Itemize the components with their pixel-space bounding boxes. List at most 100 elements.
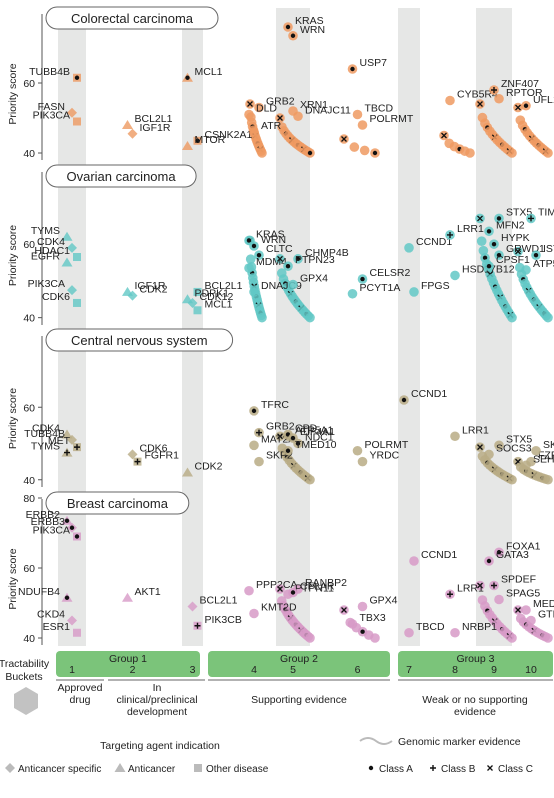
data-point <box>244 263 254 273</box>
gene-label: CDK4 <box>37 236 65 248</box>
gene-label: FGFR1 <box>145 450 180 462</box>
gene-label: HDAC1 <box>34 245 70 257</box>
y-axis-label: Priority score <box>7 63 19 124</box>
gene-label: SPDEF <box>501 574 536 586</box>
gene-label: PIK3CA <box>33 525 70 537</box>
bucket-number: 3 <box>190 664 196 676</box>
gene-label: UFL1 <box>533 94 554 106</box>
tractability-group-box <box>398 651 553 677</box>
gene-label: ATR <box>261 120 282 132</box>
gene-label: IGF1R <box>135 280 166 292</box>
gene-label: FZR1 <box>538 450 554 462</box>
gene-label: TBCD <box>416 621 445 633</box>
class-c-mark <box>515 104 521 111</box>
y-axis-label: Priority score <box>7 388 19 449</box>
gene-label: TFRC <box>261 399 289 411</box>
class-a-mark <box>290 33 296 38</box>
data-point <box>521 605 531 615</box>
data-point <box>507 148 517 158</box>
class-a-mark <box>285 24 291 30</box>
legend-label: Class B <box>441 764 476 775</box>
gene-label: KMT2D <box>261 602 297 614</box>
panel-title: Colorectal carcinoma <box>71 11 194 26</box>
y-tick-label: 40 <box>23 148 35 160</box>
bucket-number: 10 <box>525 664 537 676</box>
data-point <box>359 145 370 156</box>
gene-label: WRN <box>300 24 325 36</box>
class-a-mark <box>290 435 296 441</box>
y-tick-label: 60 <box>23 239 35 251</box>
class-a-mark <box>74 75 80 80</box>
class-c-mark <box>477 444 483 451</box>
class-a-mark <box>486 229 492 234</box>
panel-title-pill <box>45 491 190 515</box>
gene-label: PTPN11 <box>295 582 334 594</box>
gene-label: KRAS <box>295 15 324 27</box>
buckets-label: Buckets <box>5 671 42 683</box>
gene-label: NDUFB4 <box>18 586 60 598</box>
gene-label: DLD <box>256 103 277 115</box>
class-c-mark <box>487 765 493 771</box>
class-b-mark <box>64 449 70 456</box>
gene-label: BCL2L1 <box>200 595 238 607</box>
panel-title: Breast carcinoma <box>67 496 169 511</box>
evidence-label: In <box>153 682 162 694</box>
data-point <box>61 429 73 439</box>
gene-label: LRR1 <box>457 582 484 594</box>
tractability-group-label: Group 1 <box>109 653 147 665</box>
data-point <box>526 615 536 626</box>
class-a-mark <box>496 550 502 555</box>
class-c-mark <box>277 255 283 262</box>
data-point <box>244 585 254 596</box>
tractability-group-label: Group 3 <box>457 653 495 665</box>
data-point <box>305 474 315 485</box>
gene-label: DNAJC11 <box>305 104 351 116</box>
gene-label: CDK6 <box>140 442 168 454</box>
y-tick-label: 60 <box>23 563 35 575</box>
class-c-mark <box>515 248 521 255</box>
class-a-mark <box>523 103 529 108</box>
data-point <box>187 601 198 612</box>
data-point <box>357 456 368 467</box>
bucket-number: 7 <box>406 664 412 676</box>
gene-label: ERBB3 <box>31 516 66 528</box>
gene-label: MFN2 <box>496 219 525 231</box>
gene-label: MDM4 <box>256 256 287 268</box>
class-a-mark <box>290 590 296 595</box>
data-point <box>127 449 138 460</box>
evidence-label: evidence <box>454 706 496 718</box>
data-point <box>249 127 259 137</box>
gene-label: CFLAR <box>300 581 335 593</box>
bucket-number: 4 <box>251 664 257 676</box>
gene-label: USP7 <box>360 57 388 69</box>
y-axis-label: Priority score <box>7 548 19 609</box>
gene-label: RANBP2 <box>305 577 347 589</box>
gene-label: POLRMT <box>370 113 414 125</box>
class-c-mark <box>477 215 483 222</box>
data-point <box>249 440 259 451</box>
data-point <box>305 633 315 643</box>
data-point <box>127 290 138 301</box>
gene-label: RPTOR <box>506 87 543 99</box>
evidence-label: drug <box>69 694 90 706</box>
gene-label: CCND1 <box>416 236 452 248</box>
y-tick-label: 40 <box>23 475 35 487</box>
class-a-mark <box>246 238 252 243</box>
gene-label: EGFR <box>31 251 61 263</box>
gene-label: TUBB4B <box>29 66 70 78</box>
class-a-mark <box>486 558 492 564</box>
data-point <box>409 556 419 566</box>
legend-title: Targeting agent indication <box>100 740 220 752</box>
panel-title-pill <box>45 164 197 188</box>
data-point <box>450 627 460 638</box>
data-point <box>73 253 81 262</box>
class-a-mark <box>486 264 492 269</box>
data-point <box>450 270 460 281</box>
gene-label: CDK6 <box>42 291 70 303</box>
gene-label: GTF2H2C <box>538 609 554 621</box>
data-point <box>67 242 77 253</box>
data-point <box>507 633 517 643</box>
gene-label: BCL2L1 <box>205 280 243 292</box>
tractability-group-box <box>56 651 200 677</box>
gene-label: TBX3 <box>360 612 386 624</box>
